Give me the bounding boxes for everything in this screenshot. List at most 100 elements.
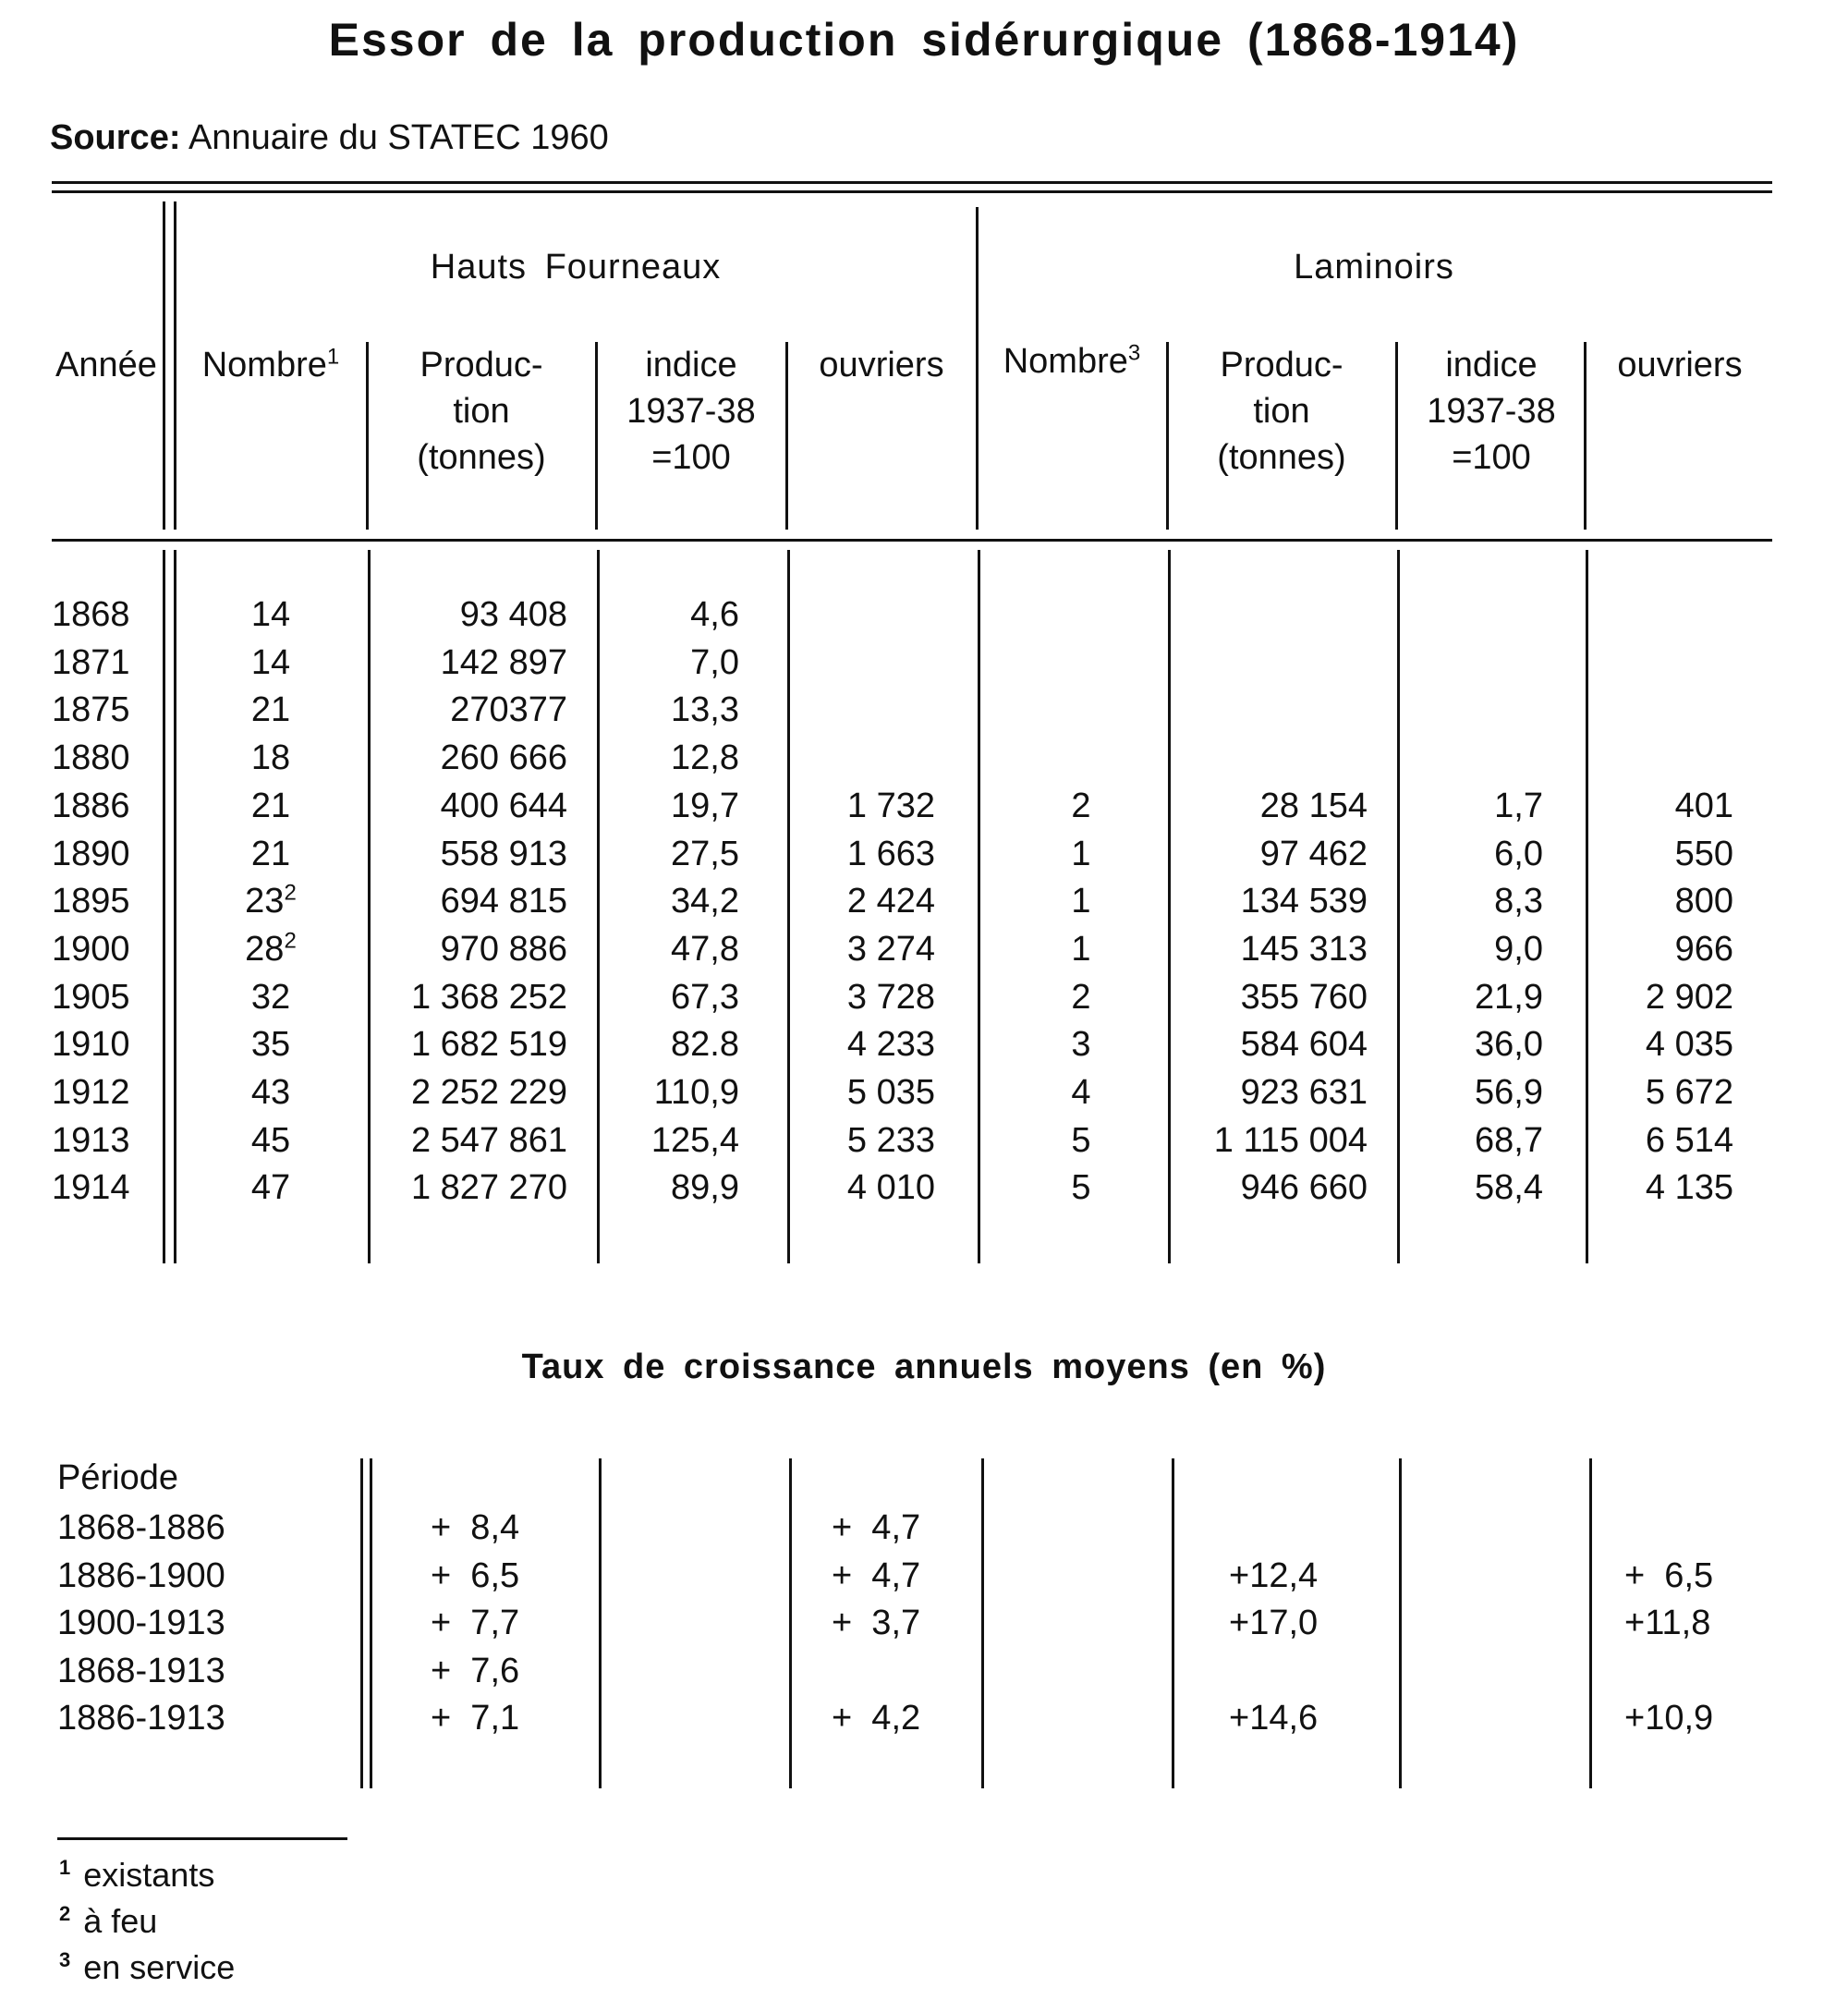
cell-growth-hf-ouvriers: + 4,7 (832, 1556, 921, 1595)
cell-value: 946 660 (1240, 1168, 1368, 1207)
cell-lam-nombre: 1 (1026, 926, 1137, 972)
cell-value: 1875 (52, 690, 130, 729)
cell-value: 89,9 (671, 1168, 739, 1207)
cell-value: 18 (250, 738, 291, 777)
cell-hf-nombre: 32 (220, 974, 322, 1020)
column-header-lam-production: Produc- tion (tonnes) (1168, 342, 1395, 481)
cell-growth-lam-production: +14,6 (1229, 1699, 1319, 1738)
table-top-rule-2 (52, 190, 1772, 193)
cell-lam-ouvriers (1587, 735, 1733, 781)
cell-value: 966 (1674, 930, 1733, 969)
cell-lam-ouvriers: 4 035 (1587, 1021, 1733, 1067)
cell-growth-lam-ouvriers: + 6,5 (1624, 1556, 1714, 1595)
column-divider (597, 550, 600, 1263)
cell-annee: 1900 (52, 926, 166, 972)
cell-value: 1 827 270 (410, 1168, 567, 1207)
cell-hf-ouvriers: 2 424 (791, 878, 935, 924)
cell-lam-indice: 1,7 (1399, 783, 1543, 829)
footnote-rule (57, 1837, 347, 1840)
cell-hf-ouvriers: 1 663 (791, 831, 935, 877)
cell-value: 19,7 (671, 787, 739, 825)
header-line: indice (1445, 346, 1538, 384)
cell-hf-production: 2 547 861 (370, 1117, 567, 1164)
footnote-text: existants (83, 1856, 215, 1894)
footnote-text: à feu (83, 1902, 158, 1940)
cell-value: 1914 (52, 1168, 130, 1207)
cell-hf-nombre: 21 (220, 783, 322, 829)
period-column-divider (360, 1458, 363, 1788)
column-header-label: Nombre (1003, 342, 1128, 381)
header-line: indice (645, 346, 737, 384)
header-line: (tonnes) (417, 438, 546, 477)
cell-hf-indice: 110,9 (599, 1069, 739, 1116)
cell-lam-production: 923 631 (1170, 1069, 1368, 1116)
cell-value: 1912 (52, 1073, 130, 1112)
cell-value: 14 (250, 595, 291, 634)
cell-hf-nombre: 43 (220, 1069, 322, 1116)
cell-hf-ouvriers: 3 728 (791, 974, 935, 1020)
group-header-hauts-fourneaux: Hauts Fourneaux (430, 248, 722, 287)
cell-value: 800 (1674, 882, 1733, 921)
cell-value: 6,0 (1494, 835, 1543, 873)
column-divider (1166, 342, 1169, 530)
column-divider (1397, 550, 1400, 1263)
cell-value: 35 (250, 1025, 291, 1064)
cell-annee: 1910 (52, 1021, 166, 1067)
cell-value: 34,2 (671, 882, 739, 921)
cell-hf-production: 970 886 (370, 926, 567, 972)
column-divider (1584, 342, 1587, 530)
cell-hf-indice: 13,3 (599, 687, 739, 733)
cell-lam-indice: 56,9 (1399, 1069, 1543, 1116)
footnote: 3 en service (59, 1945, 235, 1991)
cell-value: 4 035 (1645, 1025, 1733, 1064)
cell-hf-production: 1 682 519 (370, 1021, 567, 1067)
cell-value: 5 (1071, 1121, 1091, 1160)
cell-value: 1905 (52, 978, 130, 1017)
cell-value: 970 886 (440, 930, 567, 969)
column-divider (1589, 1458, 1592, 1788)
cell-hf-ouvriers (791, 735, 935, 781)
column-header-hf-ouvriers: ouvriers (819, 346, 944, 384)
cell-lam-ouvriers (1587, 640, 1733, 686)
cell-growth-hf-ouvriers (832, 1648, 970, 1694)
period-column-divider-2 (370, 1458, 372, 1788)
cell-lam-ouvriers: 800 (1587, 878, 1733, 924)
cell-hf-ouvriers: 5 035 (791, 1069, 935, 1116)
header-line: tion (1253, 392, 1310, 431)
footnote-ref: 2 (284, 880, 297, 906)
cell-lam-production: 134 539 (1170, 878, 1368, 924)
cell-value: 550 (1674, 835, 1733, 873)
cell-value: 4 135 (1645, 1168, 1733, 1207)
cell-lam-indice: 21,9 (1399, 974, 1543, 1020)
header-line: 1937-38 (626, 392, 756, 431)
cell-hf-nombre: 47 (220, 1165, 322, 1211)
cell-value: 355 760 (1240, 978, 1368, 1017)
cell-lam-production: 1 115 004 (1170, 1117, 1368, 1164)
cell-hf-production: 694 815 (370, 878, 567, 924)
cell-growth-lam-production: +17,0 (1229, 1604, 1319, 1642)
column-header-lam-indice: indice 1937-38 =100 (1397, 342, 1586, 481)
header-line: 1937-38 (1427, 392, 1556, 431)
cell-hf-production: 270377 (370, 687, 567, 733)
cell-value: 1 (1071, 835, 1091, 873)
cell-growth-hf-ouvriers: + 3,7 (832, 1604, 921, 1642)
cell-annee: 1914 (52, 1165, 166, 1211)
column-header-annee: Année (55, 346, 157, 384)
cell-value: 1 682 519 (410, 1025, 567, 1064)
column-divider (787, 550, 790, 1263)
page-title: Essor de la production sidérurgique (186… (328, 14, 1520, 66)
cell-value: 1 (1071, 882, 1091, 921)
cell-hf-indice: 27,5 (599, 831, 739, 877)
cell-hf-indice: 47,8 (599, 926, 739, 972)
cell-value: 32 (250, 978, 291, 1017)
cell-hf-ouvriers: 4 010 (791, 1165, 935, 1211)
cell-hf-ouvriers (791, 640, 935, 686)
cell-lam-nombre: 2 (1026, 783, 1137, 829)
cell-annee: 1895 (52, 878, 166, 924)
column-header-hf-nombre: Nombre1 (176, 342, 366, 388)
year-column-divider (163, 550, 165, 1263)
cell-annee: 1890 (52, 831, 166, 877)
cell-lam-production (1170, 735, 1368, 781)
cell-value: 400 644 (440, 787, 567, 825)
cell-value: 2 547 861 (410, 1121, 567, 1160)
